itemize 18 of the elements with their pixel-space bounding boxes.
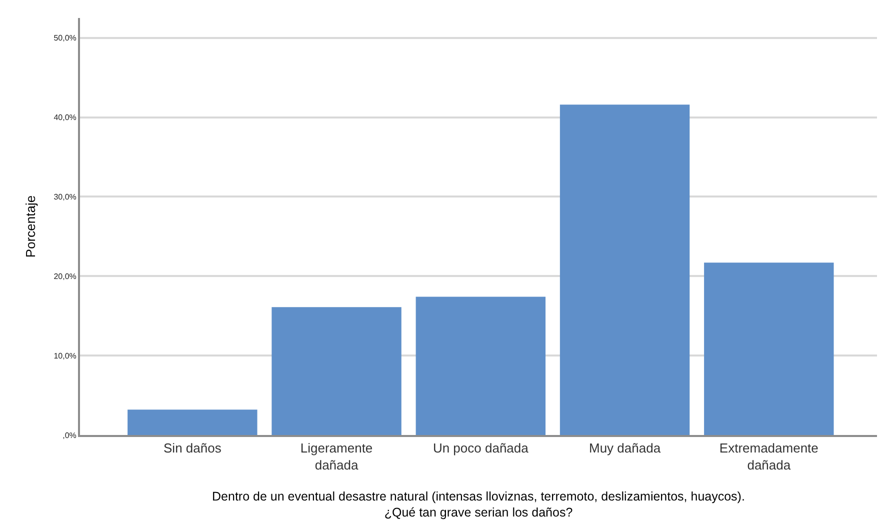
y-tick-label: 50,0% <box>54 34 76 43</box>
bar <box>416 296 546 435</box>
bar <box>560 104 690 435</box>
x-tick-label: Extremadamente dañada <box>719 440 818 472</box>
x-tick-label: Ligeramente dañada <box>300 440 373 472</box>
bar <box>272 307 402 435</box>
y-axis-title: Porcentaje <box>23 195 38 258</box>
y-tick-label: 30,0% <box>54 192 76 202</box>
y-tick-label: 40,0% <box>54 113 76 122</box>
x-tick-label: Sin daños <box>164 440 222 456</box>
x-tick-label: Muy dañada <box>589 440 662 456</box>
bar <box>704 262 834 435</box>
x-axis-title: Dentro de un eventual desastre natural (intensas lloviznas, terremoto, deslizamientos, huaycos). ¿Qué tan grave serian los daños? <box>212 489 745 520</box>
x-tick-label: Un poco dañada <box>432 440 530 456</box>
y-tick-label: 20,0% <box>54 272 76 281</box>
y-tick-label: 10,0% <box>54 351 76 360</box>
y-tick-label: ,0% <box>62 430 76 440</box>
bar <box>128 410 258 435</box>
